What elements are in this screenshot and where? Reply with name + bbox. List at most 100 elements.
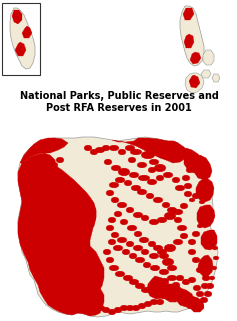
Polygon shape <box>56 261 64 267</box>
Polygon shape <box>95 305 105 311</box>
Polygon shape <box>164 212 176 220</box>
Polygon shape <box>127 225 137 231</box>
Polygon shape <box>64 192 96 234</box>
Polygon shape <box>108 217 116 223</box>
Polygon shape <box>180 233 188 239</box>
Polygon shape <box>184 191 192 197</box>
Polygon shape <box>112 138 182 160</box>
Polygon shape <box>58 201 66 207</box>
Polygon shape <box>201 70 211 78</box>
Polygon shape <box>148 241 156 247</box>
Polygon shape <box>114 211 122 217</box>
Polygon shape <box>149 219 159 225</box>
Polygon shape <box>109 265 119 271</box>
Polygon shape <box>180 203 188 209</box>
Polygon shape <box>150 299 158 305</box>
Polygon shape <box>156 175 164 181</box>
Polygon shape <box>178 152 186 158</box>
Polygon shape <box>37 168 43 172</box>
Polygon shape <box>141 287 151 293</box>
Polygon shape <box>201 230 217 250</box>
Polygon shape <box>90 149 98 155</box>
Polygon shape <box>164 244 176 252</box>
Polygon shape <box>129 253 137 259</box>
Polygon shape <box>126 241 134 247</box>
Polygon shape <box>161 278 169 284</box>
Polygon shape <box>193 285 201 291</box>
Polygon shape <box>201 283 209 289</box>
Polygon shape <box>84 297 92 303</box>
Polygon shape <box>50 244 104 299</box>
Polygon shape <box>197 205 215 228</box>
Polygon shape <box>38 197 46 203</box>
Polygon shape <box>44 202 52 208</box>
Polygon shape <box>106 257 114 263</box>
Polygon shape <box>162 258 174 266</box>
Polygon shape <box>186 167 194 173</box>
Polygon shape <box>192 193 200 199</box>
Polygon shape <box>67 249 77 255</box>
Polygon shape <box>167 265 177 271</box>
Polygon shape <box>29 188 35 192</box>
Polygon shape <box>188 249 196 255</box>
Polygon shape <box>71 289 81 295</box>
Polygon shape <box>157 249 167 255</box>
Polygon shape <box>134 231 142 237</box>
Polygon shape <box>153 197 163 203</box>
Polygon shape <box>198 255 213 276</box>
Polygon shape <box>95 147 105 153</box>
Polygon shape <box>111 232 119 238</box>
Polygon shape <box>139 237 149 243</box>
Polygon shape <box>184 183 192 189</box>
Polygon shape <box>123 275 133 281</box>
Polygon shape <box>137 189 147 195</box>
Polygon shape <box>172 282 180 288</box>
Polygon shape <box>196 178 214 202</box>
Polygon shape <box>42 162 50 168</box>
Polygon shape <box>56 157 64 163</box>
Polygon shape <box>84 145 92 151</box>
Polygon shape <box>60 193 68 199</box>
Polygon shape <box>137 162 147 168</box>
Polygon shape <box>201 216 207 220</box>
Polygon shape <box>159 269 169 275</box>
Polygon shape <box>10 8 35 69</box>
Polygon shape <box>163 284 183 302</box>
Polygon shape <box>176 275 184 281</box>
Polygon shape <box>184 155 192 161</box>
Polygon shape <box>182 279 190 285</box>
Polygon shape <box>173 239 183 245</box>
Polygon shape <box>211 266 217 270</box>
Polygon shape <box>185 73 204 93</box>
Polygon shape <box>143 262 151 268</box>
Polygon shape <box>176 288 194 307</box>
Polygon shape <box>113 245 123 251</box>
Polygon shape <box>144 301 152 307</box>
Polygon shape <box>141 215 149 221</box>
Polygon shape <box>18 137 218 317</box>
Polygon shape <box>173 209 183 215</box>
Polygon shape <box>78 293 86 299</box>
Polygon shape <box>120 305 128 311</box>
Polygon shape <box>172 177 180 183</box>
Polygon shape <box>159 253 169 259</box>
Polygon shape <box>147 276 170 299</box>
Polygon shape <box>172 149 180 155</box>
Polygon shape <box>189 75 200 88</box>
Polygon shape <box>60 281 68 287</box>
Polygon shape <box>118 168 130 176</box>
Polygon shape <box>160 293 168 299</box>
Text: Post RFA Reserves in 2001: Post RFA Reserves in 2001 <box>46 103 192 113</box>
Polygon shape <box>166 291 174 297</box>
Polygon shape <box>157 217 167 223</box>
Polygon shape <box>114 307 122 313</box>
Polygon shape <box>111 197 119 203</box>
Polygon shape <box>189 198 195 202</box>
Polygon shape <box>167 207 177 213</box>
Polygon shape <box>202 275 210 281</box>
Polygon shape <box>131 185 141 191</box>
Polygon shape <box>197 224 203 228</box>
Polygon shape <box>146 193 154 199</box>
Polygon shape <box>190 52 201 64</box>
Polygon shape <box>106 225 114 231</box>
